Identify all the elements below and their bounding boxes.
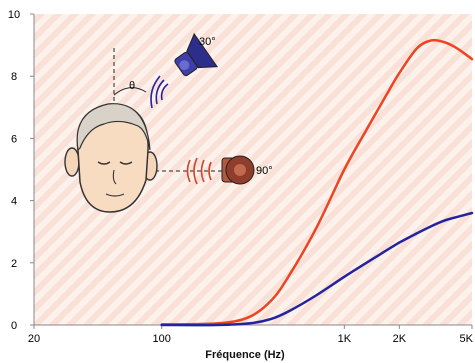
illustration: θ 30°: [64, 32, 273, 213]
y-tick-label: 10: [8, 9, 20, 21]
sound-waves-90: [186, 157, 212, 185]
y-tick-label: 2: [11, 258, 17, 270]
series-line-30: [160, 211, 474, 327]
x-axis-label: Fréquence (Hz): [205, 349, 285, 361]
x-ticks: 20 100 1K 2K 5K: [28, 325, 474, 345]
y-tick-label: 8: [11, 71, 17, 83]
sound-waves-30: [150, 75, 169, 109]
label-30: 30°: [199, 36, 216, 48]
x-tick-label: 100: [152, 333, 170, 345]
y-tick-label: 6: [11, 133, 17, 145]
head-icon: [64, 103, 158, 213]
series-lines: [160, 38, 474, 327]
y-ticks: 0 2 4 6 8 10: [8, 9, 34, 332]
speaker-90-icon: [221, 155, 255, 185]
theta-symbol: θ: [129, 80, 135, 92]
y-tick-label: 0: [11, 320, 17, 332]
speaker-30-icon: [174, 32, 219, 77]
x-tick-label: 1K: [338, 333, 352, 345]
x-tick-label: 5K: [460, 333, 474, 345]
label-90: 90°: [256, 165, 273, 177]
x-tick-label: 2K: [393, 333, 407, 345]
y-tick-label: 4: [11, 196, 17, 208]
series-line-90: [160, 38, 474, 326]
angle-arc: [113, 87, 147, 96]
x-tick-label: 20: [28, 333, 40, 345]
